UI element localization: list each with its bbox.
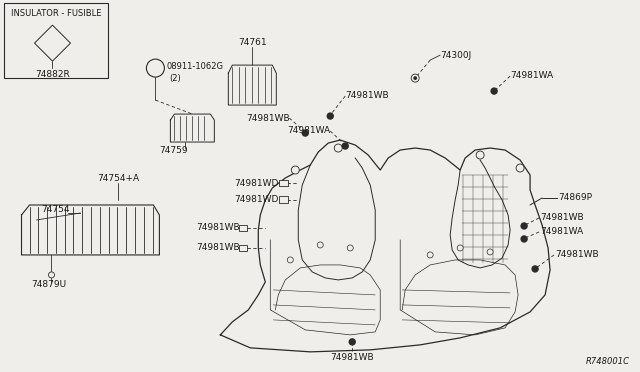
Circle shape [521,236,527,242]
Text: 74981WB: 74981WB [555,250,598,259]
Circle shape [521,223,527,229]
Circle shape [516,164,524,172]
Text: 74761: 74761 [238,38,267,46]
Circle shape [327,113,333,119]
Text: 74300J: 74300J [440,51,472,60]
Bar [279,196,288,203]
Text: 74869P: 74869P [558,193,592,202]
Circle shape [491,88,497,94]
Circle shape [348,245,353,251]
Circle shape [49,272,54,278]
Text: 74759: 74759 [159,145,188,154]
Text: 74981WD: 74981WD [234,196,278,205]
Circle shape [476,151,484,159]
Circle shape [349,339,355,345]
Bar [279,180,288,186]
Circle shape [427,252,433,258]
Text: (2): (2) [170,74,181,83]
Polygon shape [228,65,276,105]
Text: 74981WB: 74981WB [246,113,291,122]
Circle shape [291,166,300,174]
Circle shape [317,242,323,248]
Text: INSULATOR - FUSIBLE: INSULATOR - FUSIBLE [12,9,102,17]
Polygon shape [220,140,550,352]
Text: 74981WA: 74981WA [540,227,583,237]
Circle shape [287,257,293,263]
Polygon shape [170,114,214,142]
Circle shape [487,249,493,255]
Text: 74981WA: 74981WA [510,71,553,80]
Circle shape [532,266,538,272]
Text: 74981WB: 74981WB [196,243,241,253]
Text: 74981WD: 74981WD [234,179,278,187]
Text: 74754+A: 74754+A [97,173,140,183]
Circle shape [342,143,348,149]
Circle shape [334,144,342,152]
Circle shape [147,59,164,77]
Text: 74981WB: 74981WB [196,224,241,232]
Text: 74879U: 74879U [31,280,67,289]
Text: 74981WA: 74981WA [287,125,330,135]
Bar [239,245,247,251]
Text: 74882R: 74882R [35,70,70,78]
Bar [4,3,108,78]
Text: B: B [152,64,158,73]
Text: R748001C: R748001C [586,357,630,366]
Circle shape [414,77,417,79]
Text: 74981WB: 74981WB [330,353,374,362]
Text: 74981WB: 74981WB [540,214,584,222]
Circle shape [457,245,463,251]
Text: 74981WB: 74981WB [345,90,389,100]
Polygon shape [22,205,159,255]
Circle shape [411,74,419,82]
Polygon shape [35,25,70,61]
Bar [239,225,247,231]
Text: 74754: 74754 [41,205,70,215]
Circle shape [302,130,308,136]
Text: 08911-1062G: 08911-1062G [166,62,223,71]
